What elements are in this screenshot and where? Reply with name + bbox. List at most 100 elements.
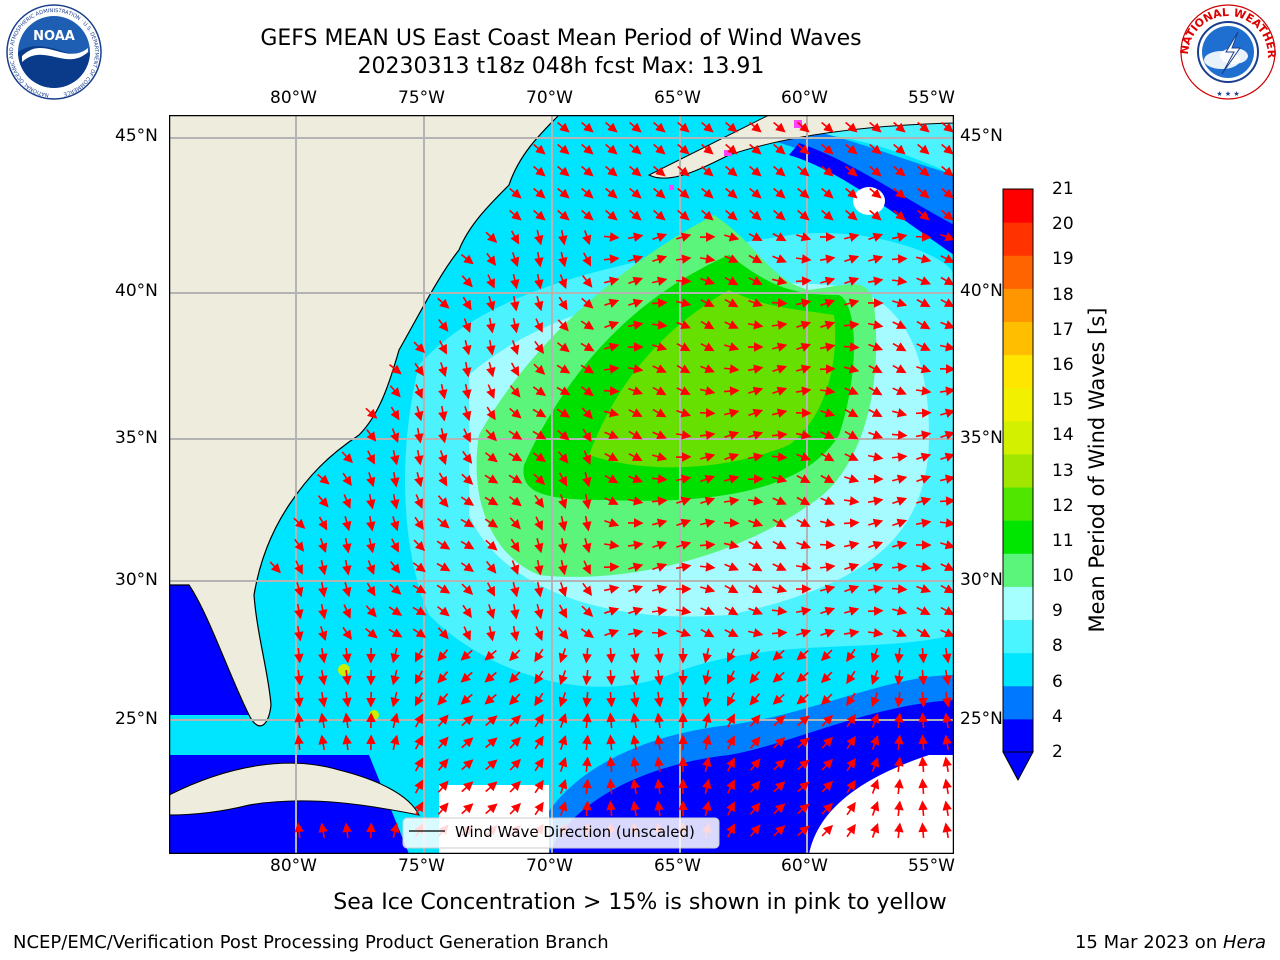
wave-direction-arrow: [916, 342, 931, 351]
wave-direction-arrow: [558, 559, 568, 576]
wave-direction-arrow: [318, 538, 328, 554]
wave-direction-arrow: [916, 298, 931, 308]
wave-direction-arrow: [365, 407, 378, 419]
wave-direction-arrow: [628, 430, 643, 440]
colorbar-cell: [1003, 354, 1033, 389]
wave-direction-arrow: [819, 540, 836, 550]
wave-direction-arrow: [819, 342, 836, 352]
wave-direction-arrow: [438, 450, 448, 466]
wave-direction-arrow: [844, 584, 860, 594]
wave-direction-arrow: [773, 803, 786, 815]
wave-direction-arrow: [917, 209, 930, 221]
wave-direction-arrow: [939, 496, 954, 506]
wave-direction-arrow: [846, 779, 856, 794]
wave-direction-arrow: [797, 209, 810, 221]
wave-direction-arrow: [700, 496, 716, 506]
wave-direction-arrow: [892, 474, 908, 484]
wave-direction-arrow: [749, 671, 761, 684]
wave-direction-arrow: [748, 408, 764, 418]
wave-direction-arrow: [796, 628, 812, 638]
wave-direction-arrow: [485, 781, 498, 793]
wave-direction-arrow: [940, 320, 954, 330]
wave-direction-arrow: [869, 187, 882, 199]
wave-direction-arrow: [796, 364, 812, 374]
wave-direction-arrow: [821, 121, 834, 133]
wave-direction-arrow: [627, 540, 644, 550]
wave-direction-arrow: [629, 187, 642, 199]
colorbar-tick-label: 16: [1052, 354, 1074, 375]
wave-direction-arrow: [342, 472, 352, 487]
wave-direction-arrow: [867, 452, 884, 462]
wave-direction-arrow: [867, 320, 884, 330]
footer-host: Hera: [1222, 932, 1266, 953]
wave-direction-arrow: [749, 780, 761, 793]
wave-direction-arrow: [771, 430, 788, 440]
wave-direction-arrow: [438, 405, 448, 422]
wave-direction-arrow: [582, 428, 592, 443]
footer-date: 15 Mar 2023 on Hera: [1075, 932, 1266, 953]
wave-direction-arrow: [462, 406, 472, 422]
wave-direction-arrow: [868, 408, 883, 417]
colorbar-tick-label: 19: [1052, 249, 1074, 270]
wave-direction-arrow: [773, 715, 786, 727]
wave-direction-arrow: [772, 342, 788, 352]
wave-direction-arrow: [510, 603, 520, 620]
wave-direction-arrow: [676, 298, 692, 308]
wave-direction-arrow: [915, 430, 932, 440]
wave-direction-arrow: [749, 802, 761, 815]
wave-direction-arrow: [868, 562, 884, 572]
wave-direction-arrow: [486, 252, 497, 266]
wave-direction-arrow: [942, 756, 952, 773]
wave-direction-arrow: [653, 187, 666, 199]
wave-direction-arrow: [940, 430, 954, 440]
wave-direction-arrow: [605, 209, 618, 221]
wave-direction-arrow: [534, 296, 544, 312]
wave-direction-arrow: [534, 779, 544, 794]
wave-direction-arrow: [413, 539, 426, 552]
wave-direction-arrow: [894, 712, 904, 729]
wave-direction-arrow: [796, 474, 811, 484]
wave-direction-arrow: [773, 781, 786, 793]
wave-direction-arrow: [485, 231, 498, 243]
wave-direction-arrow: [460, 671, 473, 683]
wave-direction-arrow: [843, 320, 860, 330]
wave-direction-arrow: [677, 165, 690, 177]
wave-direction-arrow: [699, 562, 716, 572]
wave-direction-arrow: [606, 800, 616, 817]
wave-direction-arrow: [485, 759, 498, 771]
wave-direction-arrow: [724, 628, 739, 637]
wave-direction-arrow: [676, 496, 692, 506]
colorbar-cell: [1003, 520, 1033, 554]
wave-direction-arrow: [677, 121, 690, 133]
wave-direction-arrow: [437, 693, 449, 706]
wave-direction-arrow: [510, 273, 520, 290]
wave-direction-arrow: [868, 430, 884, 440]
wave-direction-arrow: [534, 340, 545, 354]
wave-direction-arrow: [940, 254, 954, 263]
wave-direction-arrow: [843, 342, 860, 352]
wave-direction-arrow: [772, 584, 788, 594]
wave-direction-arrow: [916, 254, 932, 264]
wave-direction-arrow: [702, 691, 712, 708]
wave-direction-arrow: [724, 276, 739, 286]
wave-direction-arrow: [582, 712, 592, 729]
wave-direction-arrow: [726, 801, 735, 816]
wave-direction-arrow: [700, 342, 715, 352]
wave-direction-arrow: [891, 584, 908, 594]
wave-direction-arrow: [915, 562, 932, 572]
wave-direction-arrow: [437, 671, 449, 684]
wave-direction-arrow: [675, 606, 692, 616]
colorbar-extend-arrow: [1002, 751, 1034, 782]
wave-direction-arrow: [558, 494, 568, 510]
wave-direction-arrow: [868, 232, 884, 242]
wave-direction-arrow: [556, 342, 570, 353]
wave-direction-arrow: [699, 540, 716, 550]
wave-direction-arrow: [844, 408, 859, 418]
wave-direction-arrow: [795, 254, 812, 264]
map-title: GEFS MEAN US East Coast Mean Period of W…: [260, 26, 862, 51]
wave-direction-arrow: [941, 165, 954, 177]
wave-direction-arrow: [342, 537, 352, 554]
wave-direction-arrow: [870, 778, 880, 794]
wave-direction-arrow: [846, 648, 856, 663]
wave-direction-arrow: [795, 606, 812, 616]
